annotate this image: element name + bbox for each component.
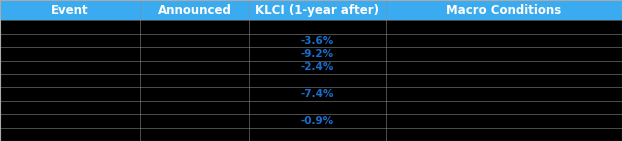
Bar: [0, 61, 622, 74]
Text: Announced: Announced: [157, 4, 231, 17]
Bar: [0, 114, 622, 128]
Bar: [0, 87, 622, 101]
Text: -9.2%: -9.2%: [300, 49, 334, 59]
Text: -0.9%: -0.9%: [300, 116, 334, 126]
Text: Macro Conditions: Macro Conditions: [446, 4, 562, 17]
Text: -7.4%: -7.4%: [300, 89, 334, 99]
Text: KLCI (1-year after): KLCI (1-year after): [255, 4, 379, 17]
Bar: [0, 47, 622, 61]
Bar: [0, 20, 622, 34]
Bar: [0, 0, 622, 20]
Text: Event: Event: [51, 4, 89, 17]
Bar: [0, 101, 622, 114]
Text: -3.6%: -3.6%: [300, 36, 334, 46]
Bar: [0, 74, 622, 87]
Bar: [0, 128, 622, 141]
Text: -2.4%: -2.4%: [300, 62, 334, 72]
Bar: [0, 34, 622, 47]
